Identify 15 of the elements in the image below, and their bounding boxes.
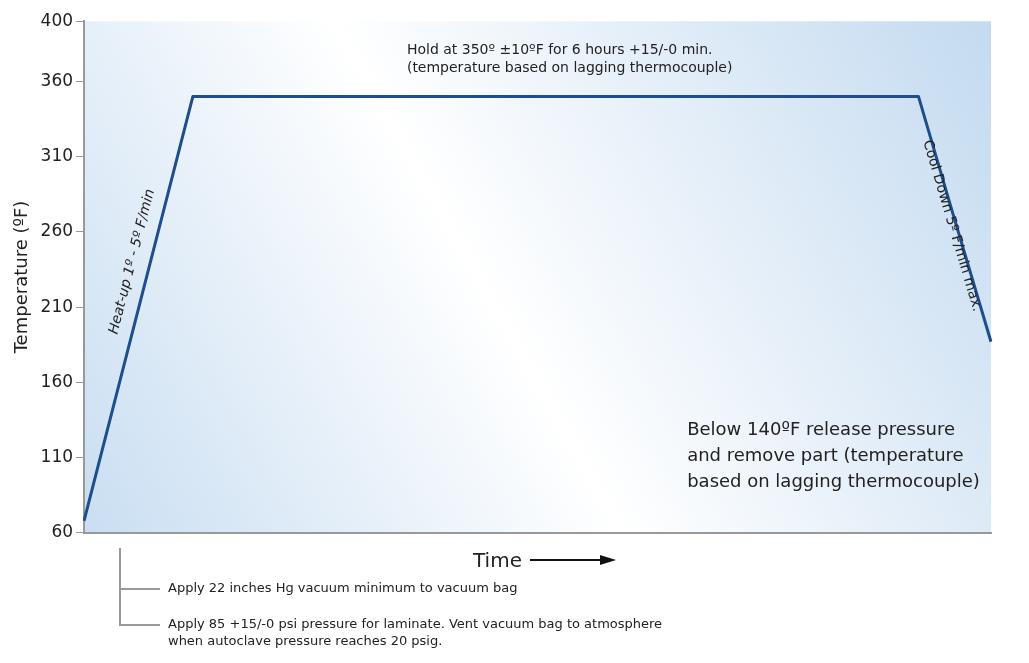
x-axis-title: Time [473, 548, 522, 572]
annotation: Below 140ºF release pressure and remove part (temperature based on lagging thermocouple) [687, 418, 980, 492]
text: Apply 22 inches Hg vacuum minimum to vacuum bag [168, 579, 518, 596]
annotation: Cool Down 5º F/min max. [920, 137, 987, 314]
y-tick-label: 160 [40, 370, 74, 391]
text: Apply 85 +15/-0 psi pressure for laminate. Vent vacuum bag to atmosphere when autoclave pressure reaches 20 psig. [168, 615, 663, 649]
y-tick-label: 60 [51, 521, 74, 542]
y-axis-title: Temperature (ºF) [10, 200, 32, 355]
annotation: Hold at 350º ±10ºF for 6 hours +15/-0 min. (temperature based on lagging thermocouple) [406, 41, 733, 75]
y-tick-label: 310 [40, 145, 74, 166]
y-tick-label: 360 [40, 69, 74, 90]
y-tick-label: 400 [40, 9, 74, 30]
y-tick-label: 260 [40, 220, 74, 241]
y-tick-label: 210 [40, 295, 74, 316]
y-tick-label: 110 [40, 445, 74, 466]
